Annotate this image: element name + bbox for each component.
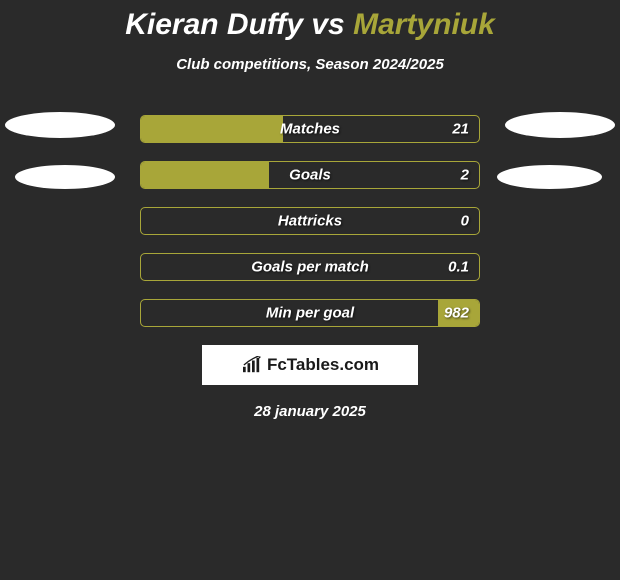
subtitle: Club competitions, Season 2024/2025 (0, 56, 620, 73)
stat-bar: Min per goal 982 (140, 299, 480, 327)
stat-bar-label: Hattricks (278, 213, 342, 230)
stat-bar: Goals 2 (140, 161, 480, 189)
vs-label: vs (311, 8, 344, 41)
stat-bar-fill (141, 162, 269, 188)
stat-bar-value: 982 (444, 305, 469, 322)
logo: FcTables.com (202, 345, 418, 385)
avatar-placeholder-left-2 (15, 165, 115, 189)
stat-bar-fill (141, 116, 283, 142)
stat-bar: Matches 21 (140, 115, 480, 143)
stat-bar: Goals per match 0.1 (140, 253, 480, 281)
title: Kieran Duffy vs Martyniuk (0, 8, 620, 42)
stat-bar-label: Matches (280, 121, 340, 138)
stat-bar-label: Min per goal (266, 305, 354, 322)
stat-bar-value: 0 (461, 213, 469, 230)
stat-bar-label: Goals per match (251, 259, 369, 276)
player1-name: Kieran Duffy (125, 8, 303, 41)
bars-area: Matches 21 Goals 2 Hattricks 0 Goals per match… (0, 115, 620, 327)
comparison-card: Kieran Duffy vs Martyniuk Club competiti… (0, 0, 620, 420)
stat-bar-label: Goals (289, 167, 331, 184)
logo-text: FcTables.com (267, 355, 379, 375)
date: 28 january 2025 (0, 403, 620, 420)
stat-bar-value: 2 (461, 167, 469, 184)
player2-name: Martyniuk (353, 8, 495, 41)
avatar-placeholder-right-1 (505, 112, 615, 138)
chart-icon (241, 356, 263, 374)
stat-bar-value: 0.1 (448, 259, 469, 276)
avatar-placeholder-left-1 (5, 112, 115, 138)
stat-bar-value: 21 (452, 121, 469, 138)
stat-bars: Matches 21 Goals 2 Hattricks 0 Goals per match… (140, 115, 480, 327)
avatar-placeholder-right-2 (497, 165, 602, 189)
stat-bar: Hattricks 0 (140, 207, 480, 235)
